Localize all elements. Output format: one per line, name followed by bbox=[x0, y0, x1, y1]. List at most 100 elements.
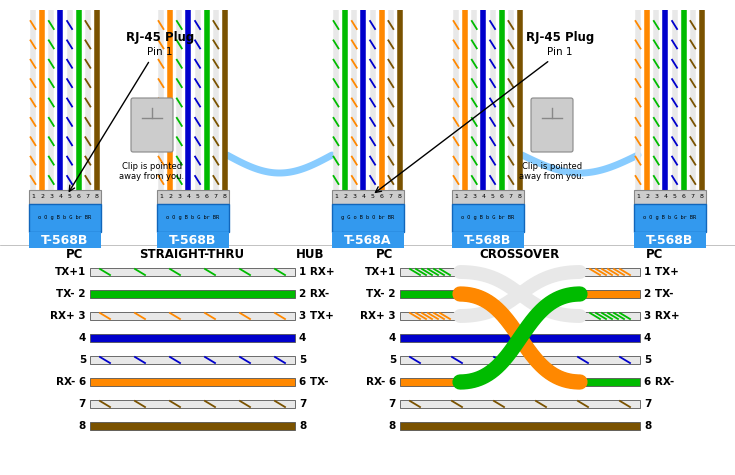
FancyBboxPatch shape bbox=[400, 334, 640, 342]
FancyBboxPatch shape bbox=[157, 204, 229, 232]
Text: T-568B: T-568B bbox=[41, 234, 89, 247]
Text: 4: 4 bbox=[79, 333, 86, 343]
FancyBboxPatch shape bbox=[580, 290, 640, 298]
Text: 7: 7 bbox=[299, 399, 306, 409]
Text: 5: 5 bbox=[196, 194, 199, 199]
Text: TX- 2: TX- 2 bbox=[57, 289, 86, 299]
Text: 5: 5 bbox=[299, 355, 306, 365]
FancyBboxPatch shape bbox=[634, 190, 706, 204]
Text: 5: 5 bbox=[491, 194, 495, 199]
Text: 7: 7 bbox=[86, 194, 90, 199]
Text: 6: 6 bbox=[682, 194, 686, 199]
Text: 7: 7 bbox=[79, 399, 86, 409]
Text: TX+1: TX+1 bbox=[54, 267, 86, 277]
FancyBboxPatch shape bbox=[400, 400, 640, 408]
Text: 5: 5 bbox=[68, 194, 71, 199]
FancyBboxPatch shape bbox=[452, 190, 524, 204]
FancyBboxPatch shape bbox=[332, 204, 404, 232]
Text: 8: 8 bbox=[700, 194, 704, 199]
Text: CROSSOVER: CROSSOVER bbox=[480, 248, 560, 262]
FancyBboxPatch shape bbox=[90, 312, 295, 320]
Text: 8: 8 bbox=[644, 421, 651, 431]
FancyBboxPatch shape bbox=[29, 204, 101, 232]
Text: 8: 8 bbox=[398, 194, 402, 199]
Text: 6 TX-: 6 TX- bbox=[299, 377, 329, 387]
Text: Pin 1: Pin 1 bbox=[147, 47, 173, 57]
FancyBboxPatch shape bbox=[29, 190, 101, 204]
Text: TX+1: TX+1 bbox=[365, 267, 396, 277]
FancyBboxPatch shape bbox=[90, 268, 295, 276]
FancyBboxPatch shape bbox=[400, 422, 640, 430]
Text: T-568B: T-568B bbox=[169, 234, 217, 247]
Text: 3 RX+: 3 RX+ bbox=[644, 311, 680, 321]
FancyBboxPatch shape bbox=[400, 356, 640, 364]
FancyBboxPatch shape bbox=[634, 204, 706, 232]
Text: 3: 3 bbox=[473, 194, 476, 199]
FancyBboxPatch shape bbox=[580, 312, 640, 320]
FancyBboxPatch shape bbox=[131, 98, 173, 152]
Text: 1: 1 bbox=[334, 194, 338, 199]
FancyBboxPatch shape bbox=[634, 232, 706, 248]
Text: 4: 4 bbox=[644, 333, 651, 343]
Text: 8: 8 bbox=[95, 194, 99, 199]
FancyBboxPatch shape bbox=[332, 232, 404, 248]
Text: 3: 3 bbox=[49, 194, 53, 199]
Text: HUB: HUB bbox=[295, 248, 324, 262]
Text: T-568B: T-568B bbox=[646, 234, 694, 247]
Text: o O g B b G br BR: o O g B b G br BR bbox=[38, 216, 92, 220]
FancyBboxPatch shape bbox=[157, 190, 229, 204]
Text: STRAIGHT-THRU: STRAIGHT-THRU bbox=[140, 248, 245, 262]
Text: 3: 3 bbox=[177, 194, 182, 199]
FancyBboxPatch shape bbox=[400, 268, 460, 276]
Text: 2 RX-: 2 RX- bbox=[299, 289, 329, 299]
Text: T-568B: T-568B bbox=[465, 234, 512, 247]
Text: 2 TX-: 2 TX- bbox=[644, 289, 673, 299]
Text: 4: 4 bbox=[362, 194, 365, 199]
FancyBboxPatch shape bbox=[400, 378, 460, 386]
Text: 6: 6 bbox=[500, 194, 503, 199]
Text: 2: 2 bbox=[343, 194, 347, 199]
Text: 5: 5 bbox=[673, 194, 676, 199]
FancyBboxPatch shape bbox=[580, 268, 640, 276]
Text: RX- 6: RX- 6 bbox=[366, 377, 396, 387]
FancyBboxPatch shape bbox=[452, 204, 524, 232]
Text: 6: 6 bbox=[76, 194, 81, 199]
Text: 4: 4 bbox=[664, 194, 667, 199]
Text: 1: 1 bbox=[31, 194, 35, 199]
Text: 8: 8 bbox=[79, 421, 86, 431]
Text: 2: 2 bbox=[40, 194, 44, 199]
FancyBboxPatch shape bbox=[90, 356, 295, 364]
FancyBboxPatch shape bbox=[452, 232, 524, 248]
Text: Clip is pointed
away from you.: Clip is pointed away from you. bbox=[119, 162, 184, 181]
Text: 7: 7 bbox=[389, 194, 392, 199]
FancyBboxPatch shape bbox=[400, 312, 460, 320]
FancyBboxPatch shape bbox=[29, 232, 101, 248]
Text: T-568A: T-568A bbox=[344, 234, 392, 247]
Text: 2: 2 bbox=[645, 194, 649, 199]
Text: 3 TX+: 3 TX+ bbox=[299, 311, 334, 321]
FancyBboxPatch shape bbox=[400, 290, 460, 298]
Text: RX+ 3: RX+ 3 bbox=[360, 311, 396, 321]
Text: 2: 2 bbox=[463, 194, 467, 199]
Text: 7: 7 bbox=[644, 399, 651, 409]
FancyBboxPatch shape bbox=[332, 190, 404, 204]
Text: 5: 5 bbox=[644, 355, 651, 365]
Text: 6: 6 bbox=[205, 194, 209, 199]
Text: 7: 7 bbox=[389, 399, 396, 409]
Text: 5: 5 bbox=[79, 355, 86, 365]
Text: Pin 1: Pin 1 bbox=[548, 47, 573, 57]
Text: TX- 2: TX- 2 bbox=[367, 289, 396, 299]
Text: 3: 3 bbox=[654, 194, 659, 199]
Text: RX- 6: RX- 6 bbox=[56, 377, 86, 387]
Text: PC: PC bbox=[376, 248, 394, 262]
Text: 3: 3 bbox=[352, 194, 356, 199]
Text: 8: 8 bbox=[223, 194, 227, 199]
Text: 1 RX+: 1 RX+ bbox=[299, 267, 334, 277]
FancyBboxPatch shape bbox=[90, 290, 295, 298]
Text: 6: 6 bbox=[380, 194, 384, 199]
Text: 6 RX-: 6 RX- bbox=[644, 377, 674, 387]
FancyBboxPatch shape bbox=[90, 400, 295, 408]
FancyBboxPatch shape bbox=[531, 98, 573, 152]
Text: Clip is pointed
away from you.: Clip is pointed away from you. bbox=[520, 162, 584, 181]
Text: PC: PC bbox=[66, 248, 84, 262]
